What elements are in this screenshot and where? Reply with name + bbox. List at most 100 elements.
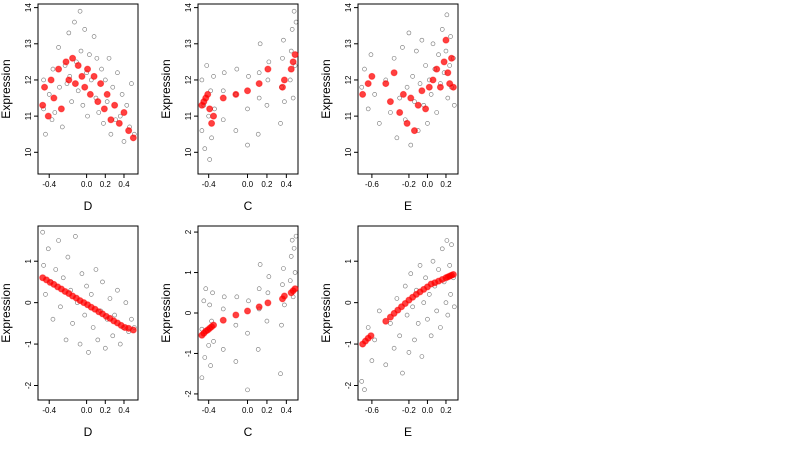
data-point: [256, 95, 262, 101]
x-tick-label: -0.4: [42, 406, 56, 415]
data-point: [207, 302, 212, 308]
y-tick-label: -1: [184, 349, 193, 357]
data-point: [365, 106, 371, 112]
data-point: [84, 283, 89, 289]
fitted-point: [84, 65, 92, 73]
x-tick-label: 0.2: [100, 180, 112, 189]
fitted-point: [264, 65, 272, 73]
data-point: [115, 70, 120, 76]
data-point: [108, 131, 114, 137]
data-point: [95, 337, 101, 343]
fitted-point: [280, 76, 288, 84]
data-point: [209, 135, 214, 141]
fitted-point: [129, 326, 137, 334]
observed-series: [359, 12, 457, 148]
fitted-point: [291, 51, 299, 59]
y-tick-label: -2: [24, 381, 33, 389]
data-point: [79, 271, 85, 276]
fitted-point: [386, 98, 394, 106]
fitted-point: [264, 299, 272, 307]
data-point: [278, 371, 283, 376]
data-point: [101, 121, 106, 126]
data-point: [434, 110, 440, 115]
data-point: [447, 263, 452, 268]
y-tick-label: 10: [344, 147, 353, 156]
y-tick-label: 13: [344, 39, 353, 48]
data-point: [265, 290, 271, 296]
y-tick-label: 1: [184, 270, 193, 275]
data-point: [264, 102, 270, 108]
data-point: [410, 74, 415, 79]
fitted-point: [90, 72, 98, 80]
x-axis-label: E: [404, 425, 412, 439]
data-point: [59, 124, 65, 130]
y-tick-label: 14: [344, 3, 353, 12]
data-point: [288, 254, 294, 259]
data-point: [40, 229, 45, 235]
data-point: [281, 266, 286, 271]
data-point: [220, 88, 226, 94]
fitted-point: [65, 76, 73, 84]
data-point: [82, 312, 88, 318]
y-tick-label: -2: [344, 381, 353, 389]
data-point: [93, 267, 99, 272]
data-point: [117, 341, 123, 347]
y-tick-label: -1: [24, 340, 33, 348]
data-point: [438, 325, 443, 330]
fitted-point: [280, 292, 288, 300]
fitted-point: [444, 69, 452, 77]
data-point: [80, 102, 86, 108]
data-point: [41, 263, 46, 268]
x-axis-label: D: [84, 425, 93, 439]
x-tick-label: 0.4: [281, 180, 293, 189]
data-point: [400, 370, 405, 376]
data-point: [246, 74, 251, 79]
fitted-point: [44, 112, 52, 120]
data-point: [430, 258, 436, 264]
data-point: [58, 304, 63, 310]
data-point: [292, 270, 298, 275]
data-point: [362, 387, 367, 392]
data-point: [53, 267, 59, 272]
fitted-point: [255, 80, 263, 88]
x-axis-label: D: [84, 199, 93, 213]
fitted-point: [204, 90, 212, 98]
fitted-point: [425, 83, 433, 91]
data-point: [256, 286, 262, 292]
y-tick-label: -2: [184, 390, 193, 398]
data-point: [221, 294, 227, 300]
data-point: [280, 282, 285, 287]
fitted-point: [396, 109, 404, 117]
data-point: [102, 345, 108, 351]
y-axis-label: Expression: [159, 283, 173, 342]
fitted-series: [198, 51, 299, 127]
fitted-point: [69, 54, 77, 62]
x-tick-label: 0.0: [422, 406, 434, 415]
data-point: [428, 92, 434, 97]
data-point: [245, 106, 250, 112]
fitted-point: [78, 72, 86, 80]
data-point: [288, 48, 294, 54]
data-point: [412, 99, 417, 104]
data-point: [221, 70, 227, 76]
data-point: [82, 27, 88, 32]
fitted-point: [219, 94, 227, 102]
data-point: [102, 77, 108, 83]
fitted-point: [244, 87, 252, 95]
y-axis-label: Expression: [319, 283, 333, 342]
data-point: [90, 325, 96, 330]
y-tick-label: 12: [344, 75, 353, 84]
data-point: [293, 19, 299, 25]
data-point: [369, 358, 375, 363]
data-point: [245, 330, 250, 336]
fitted-point: [287, 65, 295, 73]
fitted-point: [433, 65, 441, 73]
data-point: [414, 48, 419, 54]
data-point: [412, 337, 417, 343]
data-point: [121, 139, 127, 144]
x-tick-label: 0.2: [440, 180, 452, 189]
x-tick-label: -0.4: [202, 180, 216, 189]
observed-series: [359, 238, 457, 392]
fitted-point: [210, 112, 218, 120]
data-point: [425, 121, 430, 126]
